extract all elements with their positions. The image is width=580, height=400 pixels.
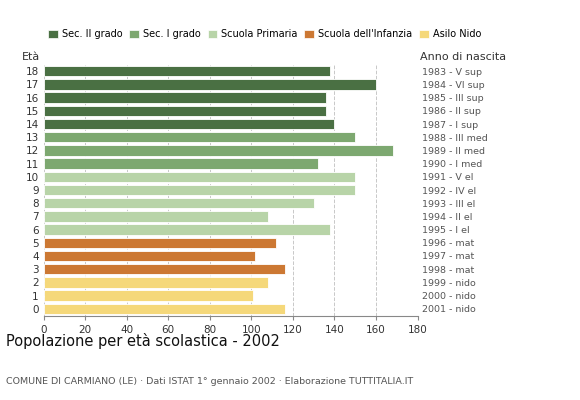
Bar — [44, 198, 314, 208]
Bar — [44, 211, 268, 222]
Bar — [44, 185, 355, 195]
Text: Età: Età — [23, 52, 41, 62]
Bar — [44, 92, 326, 103]
Bar — [44, 238, 276, 248]
Bar — [44, 264, 285, 274]
Bar — [44, 145, 393, 156]
Bar — [44, 224, 330, 235]
Bar — [44, 172, 355, 182]
Text: Anno di nascita: Anno di nascita — [420, 52, 506, 62]
Text: Popolazione per età scolastica - 2002: Popolazione per età scolastica - 2002 — [6, 333, 280, 349]
Bar — [44, 290, 253, 301]
Bar — [44, 251, 255, 261]
Bar — [44, 106, 326, 116]
Legend: Sec. II grado, Sec. I grado, Scuola Primaria, Scuola dell'Infanzia, Asilo Nido: Sec. II grado, Sec. I grado, Scuola Prim… — [48, 29, 481, 39]
Bar — [44, 132, 355, 142]
Bar — [44, 119, 335, 129]
Bar — [44, 304, 285, 314]
Bar — [44, 79, 376, 90]
Bar — [44, 66, 330, 76]
Bar — [44, 158, 318, 169]
Bar — [44, 277, 268, 288]
Text: COMUNE DI CARMIANO (LE) · Dati ISTAT 1° gennaio 2002 · Elaborazione TUTTITALIA.I: COMUNE DI CARMIANO (LE) · Dati ISTAT 1° … — [6, 377, 413, 386]
